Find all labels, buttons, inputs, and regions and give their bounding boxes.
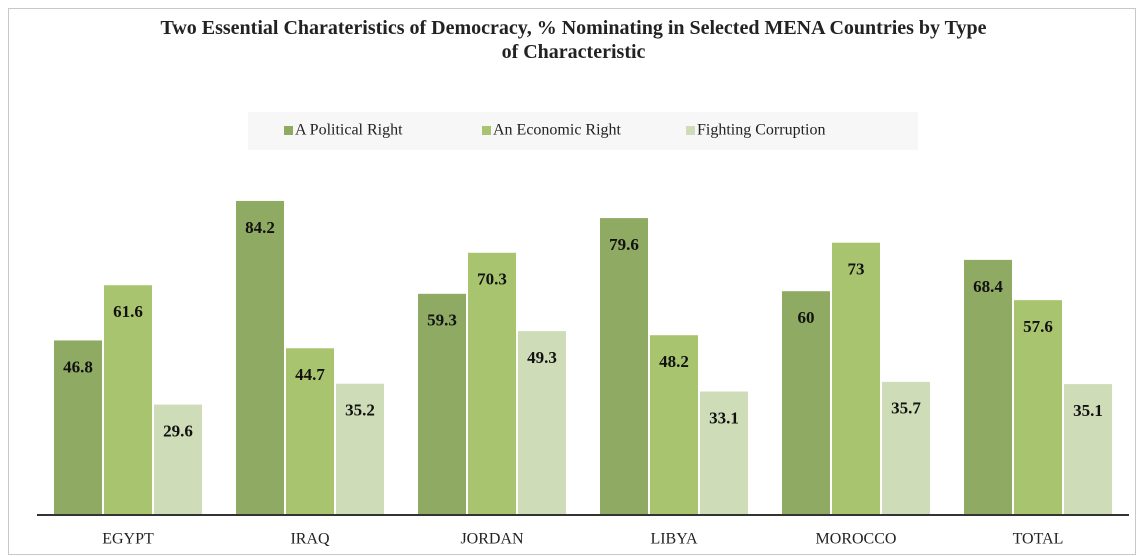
legend-label: Fighting Corruption — [697, 122, 825, 139]
value-label: 61.6 — [113, 302, 143, 321]
bar — [518, 331, 566, 515]
bar — [54, 340, 102, 515]
value-label: 44.7 — [295, 365, 325, 384]
x-tick-label: MOROCCO — [816, 531, 897, 548]
value-label: 59.3 — [427, 311, 457, 330]
value-label: 48.2 — [659, 352, 689, 371]
legend-swatch — [284, 126, 293, 135]
value-label: 49.3 — [527, 348, 557, 367]
value-label: 29.6 — [163, 421, 193, 440]
legend-label: An Economic Right — [493, 122, 622, 139]
bar — [700, 391, 748, 515]
bar — [104, 285, 152, 515]
value-label: 70.3 — [477, 270, 507, 289]
bar — [286, 348, 334, 515]
x-tick-label: LIBYA — [650, 531, 698, 548]
value-label: 73 — [848, 260, 865, 279]
legend-swatch — [482, 126, 491, 135]
bar — [1064, 384, 1112, 515]
x-tick-label: TOTAL — [1013, 531, 1064, 548]
bar — [600, 218, 648, 516]
x-tick-label: IRAQ — [290, 531, 330, 548]
bar — [1014, 300, 1062, 515]
x-tick-label: JORDAN — [460, 531, 524, 548]
bar — [964, 259, 1012, 515]
bar — [882, 381, 930, 515]
chart-frame — [8, 8, 1136, 555]
chart-title: Two Essential Charateristics of Democrac… — [160, 17, 987, 63]
value-label: 84.2 — [245, 218, 275, 237]
legend-swatch — [686, 126, 695, 135]
bar — [650, 335, 698, 515]
value-label: 60 — [798, 308, 815, 327]
legend-label: A Political Right — [295, 122, 403, 139]
bar — [832, 242, 880, 515]
bar — [468, 252, 516, 515]
bar — [782, 291, 830, 515]
legend-box — [248, 112, 918, 150]
x-tick-label: EGYPT — [102, 531, 154, 548]
value-label: 57.6 — [1023, 317, 1053, 336]
value-label: 35.2 — [345, 401, 375, 420]
bar — [154, 404, 202, 515]
value-label: 33.1 — [709, 408, 739, 427]
value-label: 68.4 — [973, 277, 1003, 296]
value-label: 79.6 — [609, 235, 639, 254]
value-label: 35.7 — [891, 399, 921, 418]
value-label: 35.1 — [1073, 401, 1103, 420]
bar — [336, 383, 384, 515]
bar — [418, 293, 466, 515]
value-label: 46.8 — [63, 357, 93, 376]
bar — [236, 200, 284, 515]
